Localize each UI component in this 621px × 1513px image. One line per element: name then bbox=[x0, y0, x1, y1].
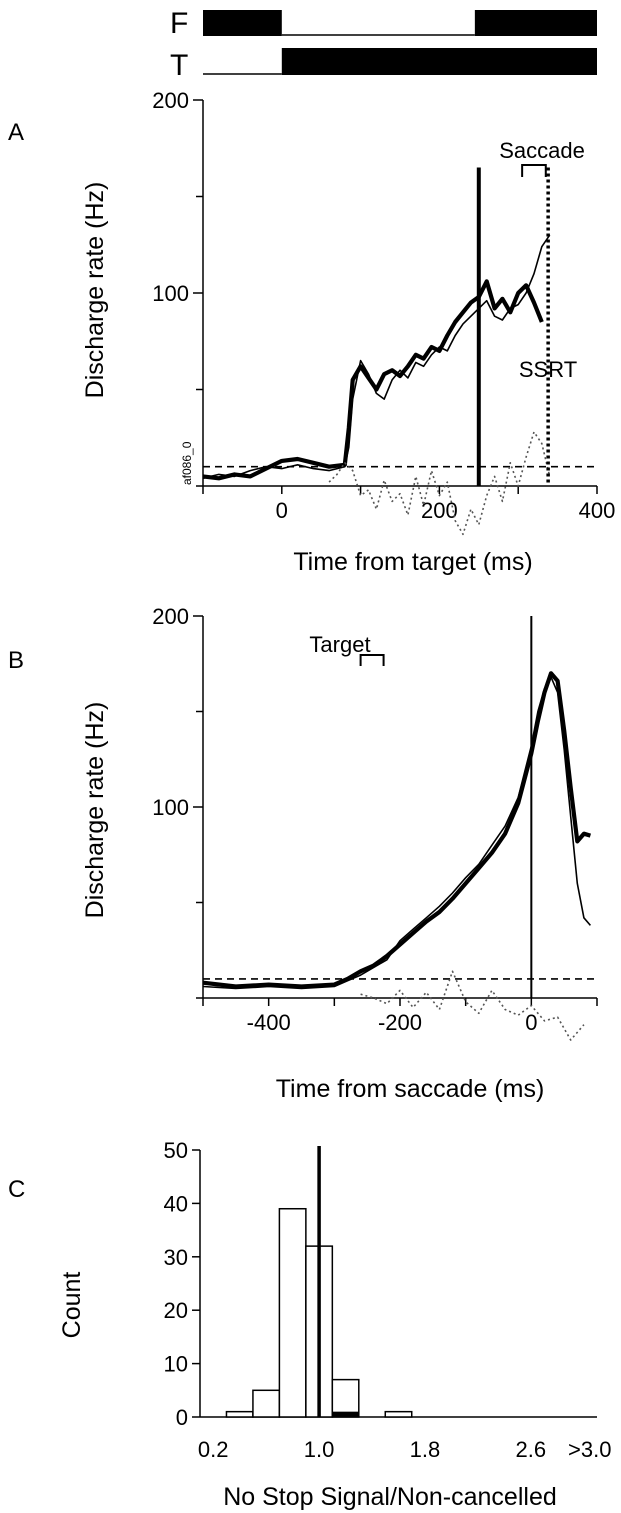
series-thick bbox=[202, 279, 544, 481]
y-tick-label: 100 bbox=[152, 795, 189, 820]
panel-b-xlabel: Time from saccade (ms) bbox=[276, 1075, 545, 1103]
y-tick-label: 0 bbox=[176, 1405, 188, 1430]
event-timeline: F T bbox=[170, 7, 597, 82]
y-tick-label: 20 bbox=[164, 1298, 188, 1323]
panel-label-b: B bbox=[8, 647, 24, 674]
t-bar-on bbox=[281, 48, 597, 75]
x-tick-label: -400 bbox=[247, 1010, 291, 1035]
panel-b-series bbox=[202, 671, 597, 1041]
y-tick-label: 30 bbox=[164, 1245, 188, 1270]
histogram-bar bbox=[331, 1378, 360, 1418]
y-tick-label: 10 bbox=[164, 1352, 188, 1377]
histogram-bar-filled bbox=[332, 1411, 359, 1417]
histogram-bar bbox=[384, 1410, 413, 1418]
panel-label-c: C bbox=[8, 1176, 25, 1203]
panel-a-annotations bbox=[476, 164, 550, 486]
timeline-bars bbox=[203, 10, 597, 75]
x-tick-label: 2.6 bbox=[516, 1437, 547, 1462]
saccade-bracket bbox=[521, 164, 547, 177]
y-tick-label: 40 bbox=[164, 1191, 188, 1216]
y-tick-label: 50 bbox=[164, 1138, 188, 1163]
panel-c-axes bbox=[199, 1150, 597, 1418]
panel-b-ylabel: Discharge rate (Hz) bbox=[81, 702, 109, 919]
histogram-bar bbox=[225, 1410, 254, 1418]
x-tick-label: 200 bbox=[421, 498, 458, 523]
x-tick-label: -200 bbox=[378, 1010, 422, 1035]
panel-a-series bbox=[202, 234, 597, 536]
panel-c-bars bbox=[225, 1146, 413, 1418]
panel-b-annotations bbox=[359, 616, 533, 998]
x-tick-label: 0 bbox=[525, 1010, 537, 1035]
panel-b: B 100 200 -400 -200 0 Time from saccade (ms)… bbox=[8, 604, 598, 1103]
series-thick bbox=[202, 671, 591, 989]
f-bar-on-2 bbox=[474, 10, 597, 36]
figure-id: af086_0 bbox=[180, 441, 194, 485]
x-tick-label: 400 bbox=[579, 498, 616, 523]
panel-label-a: A bbox=[8, 119, 24, 146]
histogram-bar bbox=[252, 1389, 281, 1418]
x-tick-label: 1.8 bbox=[410, 1437, 441, 1462]
panel-c-xlabel: No Stop Signal/Non-cancelled bbox=[223, 1483, 557, 1511]
timeline-label-f: F bbox=[170, 7, 188, 40]
panel-a-xlabel: Time from target (ms) bbox=[293, 548, 532, 576]
panel-b-ticks: 100 200 -400 -200 0 bbox=[152, 604, 598, 1035]
panel-c-ticks: 0 10 20 30 40 50 0.2 1.0 1.8 2.6 >3.0 bbox=[164, 1138, 612, 1462]
panel-a-ticks: 100 200 0 200 400 bbox=[152, 88, 615, 523]
series-dotted bbox=[328, 431, 551, 536]
series-thin bbox=[202, 676, 592, 990]
panel-c: C 0 10 20 30 40 50 0.2 1.0 1.8 2.6 >3.0 No Stop Si… bbox=[8, 1138, 611, 1511]
panel-c-ylabel: Count bbox=[58, 1272, 86, 1339]
x-tick-label: >3.0 bbox=[568, 1437, 611, 1462]
y-tick-label: 100 bbox=[152, 281, 189, 306]
x-tick-label: 0.2 bbox=[198, 1437, 229, 1462]
series-thin bbox=[202, 234, 551, 480]
target-label: Target bbox=[309, 632, 370, 657]
x-tick-label: 0 bbox=[276, 498, 288, 523]
f-bar-on-1 bbox=[203, 10, 282, 36]
ssrt-label: SSRT bbox=[519, 357, 577, 382]
histogram-bar bbox=[278, 1207, 307, 1418]
panel-a: A 100 200 0 200 400 Time from target (ms) Di… bbox=[8, 88, 615, 576]
timeline-label-t: T bbox=[170, 49, 188, 82]
x-tick-label: 1.0 bbox=[304, 1437, 335, 1462]
y-tick-label: 200 bbox=[152, 88, 189, 113]
saccade-label-a: Saccade bbox=[499, 138, 585, 163]
target-bracket bbox=[359, 654, 385, 666]
y-tick-label: 200 bbox=[152, 604, 189, 629]
panel-a-ylabel: Discharge rate (Hz) bbox=[81, 182, 109, 399]
